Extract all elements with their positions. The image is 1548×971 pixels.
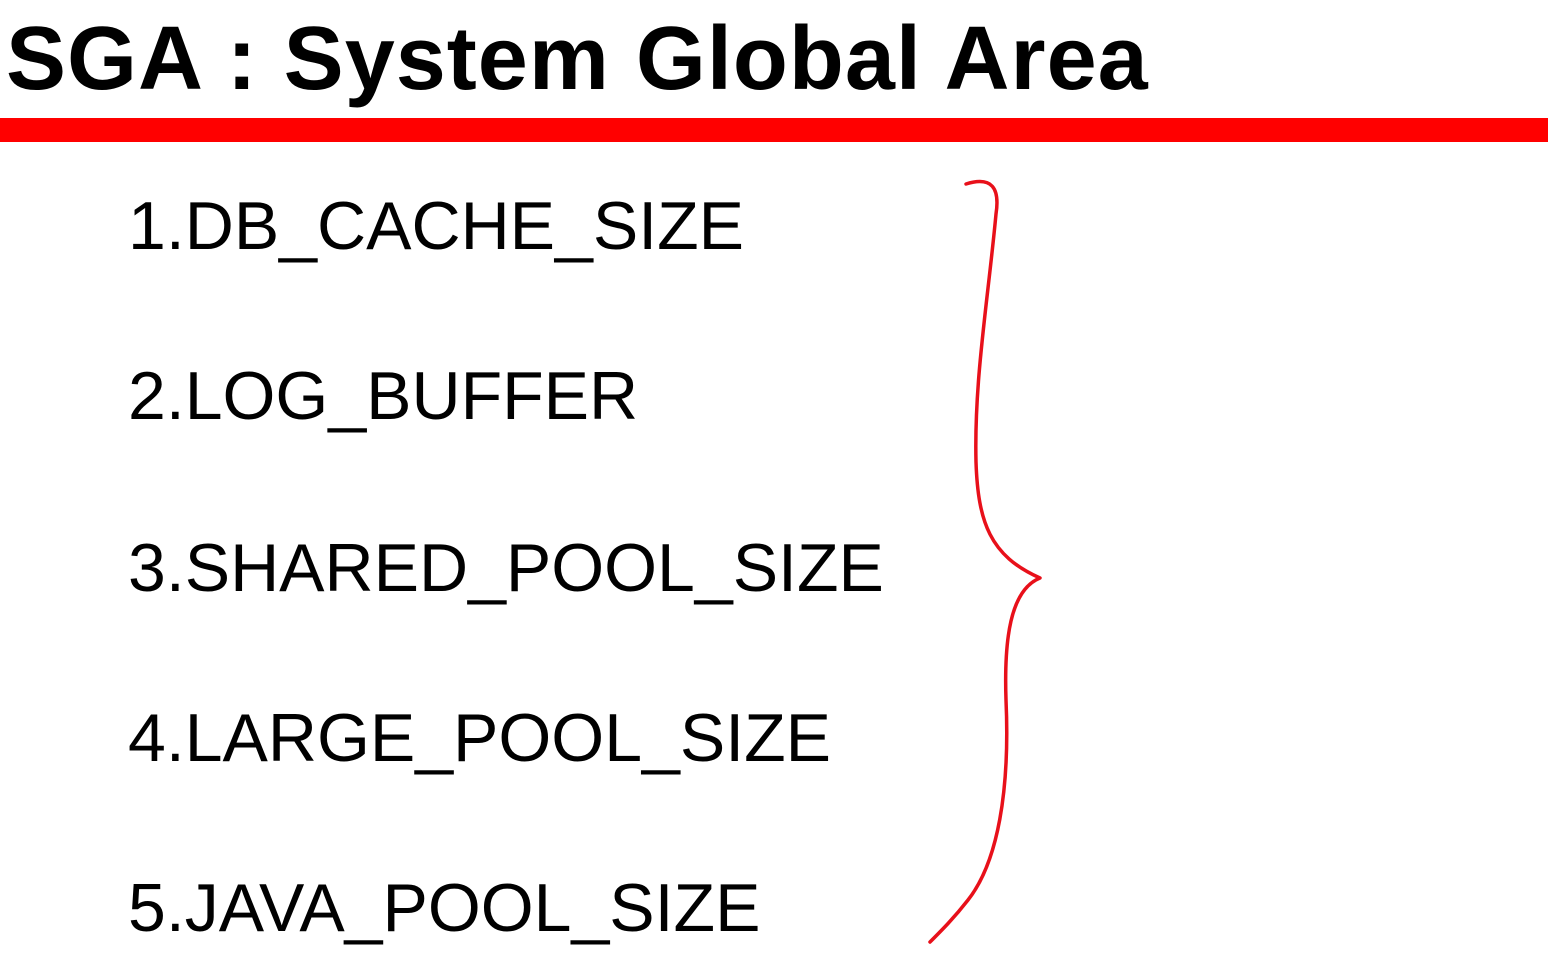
list-item: 2.LOG_BUFFER <box>128 358 639 434</box>
title-underline <box>0 118 1548 142</box>
slide-title: SGA : System Global Area <box>6 9 1149 109</box>
list-item: 3.SHARED_POOL_SIZE <box>128 530 884 606</box>
list-item: 5.JAVA_POOL_SIZE <box>128 870 761 946</box>
list-item: 4.LARGE_POOL_SIZE <box>128 700 831 776</box>
list-item: 1.DB_CACHE_SIZE <box>128 188 744 264</box>
